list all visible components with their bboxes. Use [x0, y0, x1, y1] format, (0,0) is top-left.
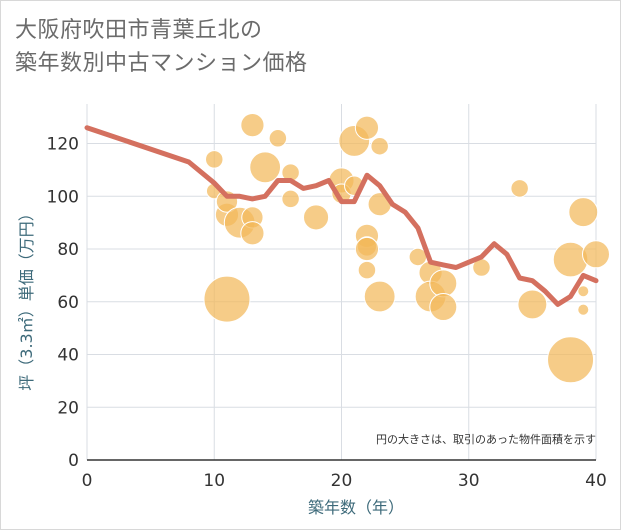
x-axis-title: 築年数（年）: [308, 498, 404, 517]
scatter-bubble: [370, 136, 389, 156]
x-tick-label: 40: [585, 471, 607, 491]
scatter-bubble: [429, 293, 458, 322]
x-tick-label: 20: [331, 471, 353, 491]
scatter-bubble: [568, 197, 599, 228]
scatter-bubble: [268, 129, 288, 148]
y-tick-label: 80: [57, 240, 79, 260]
x-tick-label: 30: [458, 471, 480, 491]
scatter-bubbles: [203, 112, 610, 384]
y-tick-label: 120: [47, 135, 79, 155]
x-tick-label: 0: [82, 471, 93, 491]
scatter-bubble: [240, 112, 265, 138]
scatter-bubble: [354, 236, 380, 262]
bubble-size-note: 円の大きさは、取引のあった物件面積を示す: [376, 432, 596, 446]
scatter-bubble: [429, 269, 458, 298]
scatter-bubble: [517, 289, 548, 320]
scatter-bubble: [577, 303, 590, 316]
scatter-bubble: [303, 204, 330, 231]
scatter-bubble: [510, 179, 529, 198]
scatter-bubble: [357, 260, 377, 280]
y-tick-label: 20: [57, 398, 79, 418]
scatter-bubble: [577, 285, 590, 298]
chart-title-line-1: 大阪府吹田市青葉丘北の: [15, 18, 263, 43]
scatter-bubble: [354, 115, 380, 140]
y-tick-label: 100: [47, 187, 79, 207]
scatter-bubble: [203, 275, 251, 323]
scatter-bubble: [205, 150, 224, 169]
y-tick-label: 40: [57, 346, 79, 366]
scatter-bubble: [552, 241, 589, 278]
scatter-bubble: [240, 221, 265, 246]
tick-labels: 0 20 40 60 80 100 120 0 10 20 30 40: [47, 135, 607, 491]
chart-title-line-2: 築年数別中古マンション価格: [15, 51, 308, 76]
y-axis-title: 坪（3.3㎡）単価（万円）: [17, 205, 36, 390]
scatter-bubble: [363, 280, 396, 313]
scatter-bubble: [582, 240, 610, 269]
y-tick-label: 0: [68, 451, 79, 471]
scatter-bubble: [249, 151, 282, 184]
x-tick-label: 10: [203, 471, 225, 491]
chart-title: 大阪府吹田市青葉丘北の 築年数別中古マンション価格: [15, 14, 435, 80]
scatter-bubble: [547, 336, 595, 384]
average-line: [84, 125, 599, 307]
average-price-line: [84, 125, 599, 307]
y-tick-label: 60: [57, 293, 79, 313]
grid-lines: [86, 104, 597, 461]
scatter-bubble: [281, 189, 300, 209]
